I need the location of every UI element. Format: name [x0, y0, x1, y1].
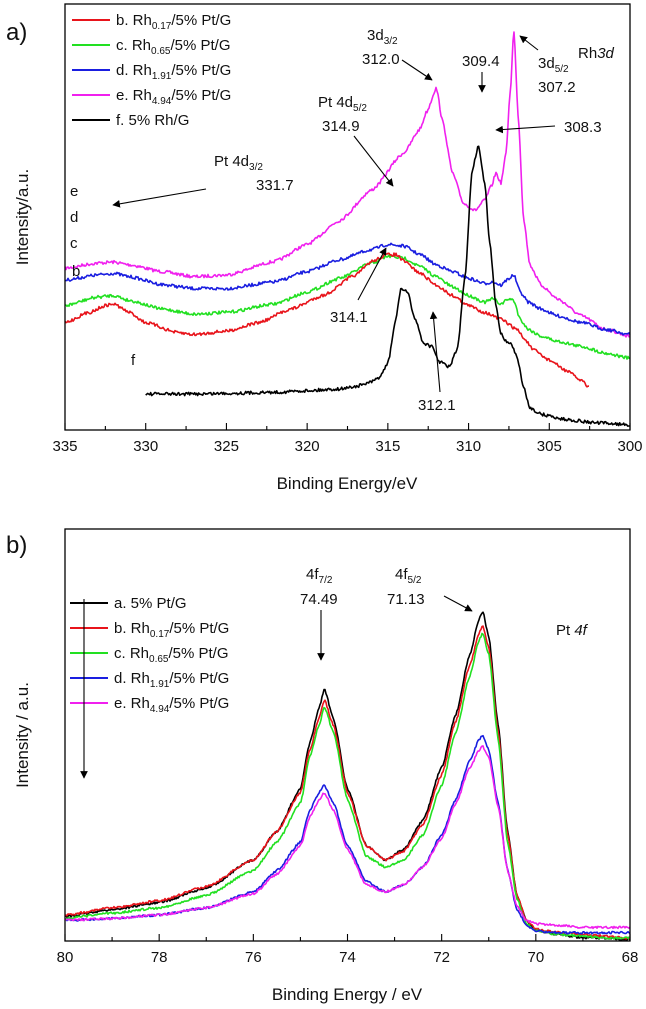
series-line-b: [64, 252, 590, 388]
series-line-c: [65, 254, 630, 360]
svg-text:74.49: 74.49: [300, 591, 338, 608]
panel-a-x-ticks: 335 330 325 320 315 310 305 300: [52, 423, 643, 455]
annotation-3d52-arrow: [519, 35, 539, 51]
series-line-b: [64, 625, 631, 940]
curve-label-f: f: [131, 352, 136, 369]
annotation-314-1: 314.1: [330, 309, 368, 326]
legend-entry-e: e. Rh4.94/5% Pt/G: [116, 87, 231, 107]
panel-b-x-axis-label: Binding Energy / eV: [272, 985, 423, 1004]
panel-a-curves: [64, 31, 631, 427]
legend-entry-b: b. Rh0.17/5% Pt/G: [114, 620, 229, 640]
panel-a-legend: b. Rh0.17/5% Pt/G c. Rh0.65/5% Pt/G d. Rh1…: [72, 12, 231, 129]
curve-label-e: e: [70, 183, 78, 200]
annotation-308-3: 308.3: [564, 119, 602, 136]
x-tick-label: 78: [151, 949, 168, 966]
panel-b-x-ticks: 80 78 76 74 72 70 68: [57, 934, 639, 966]
x-tick-label: 76: [245, 949, 262, 966]
annotation-3d32-arrow: [401, 59, 433, 81]
x-tick-label: 300: [617, 438, 642, 455]
panel-b-pt4f: b) 80 78 76 74 72 70 68 Binding Energy / eV In…: [6, 528, 639, 1004]
panel-b-legend: a. 5% Pt/G b. Rh0.17/5% Pt/G c. Rh0.65/5% …: [70, 595, 229, 715]
panel-a-y-axis-label: Intensity/a.u.: [13, 169, 32, 265]
series-line-f: [145, 145, 630, 427]
annotation-pt4d32-arrow: [112, 188, 207, 208]
svg-text:71.13: 71.13: [387, 591, 425, 608]
svg-text:Pt 4d5/2: Pt 4d5/2: [318, 94, 367, 114]
x-tick-label: 74: [339, 949, 356, 966]
annotation-4f52: 4f5/2 71.13: [387, 566, 425, 608]
legend-entry-d: d. Rh1.91/5% Pt/G: [114, 670, 229, 690]
annotation-312-1: 312.1: [418, 397, 456, 414]
x-tick-label: 70: [527, 949, 544, 966]
svg-text:312.0: 312.0: [362, 51, 400, 68]
annotation-314-1-arrow: [357, 247, 387, 301]
legend-entry-e: e. Rh4.94/5% Pt/G: [114, 695, 229, 715]
x-tick-label: 310: [456, 438, 481, 455]
x-tick-label: 315: [375, 438, 400, 455]
annotation-4f52-arrow: [443, 595, 473, 612]
x-tick-label: 305: [537, 438, 562, 455]
annotation-4f72: 4f7/2 74.49: [300, 566, 338, 608]
svg-text:331.7: 331.7: [256, 177, 294, 194]
annotation-309-4: 309.4: [462, 53, 500, 70]
series-line-e: [64, 745, 631, 930]
panel-b-title: Pt 4f: [556, 622, 589, 639]
legend-entry-a: a. 5% Pt/G: [114, 595, 187, 612]
svg-text:314.9: 314.9: [322, 118, 360, 135]
series-line-e: [64, 31, 631, 338]
svg-text:3d3/2: 3d3/2: [367, 27, 398, 47]
x-tick-label: 325: [214, 438, 239, 455]
annotation-pt4d52-arrow: [353, 135, 394, 187]
x-tick-label: 320: [295, 438, 320, 455]
annotation-pt4d52: Pt 4d5/2 314.9: [318, 94, 367, 135]
legend-entry-f: f. 5% Rh/G: [116, 112, 189, 129]
panel-a-label: a): [6, 19, 27, 46]
panel-b-y-axis-label: Intensity / a.u.: [13, 682, 32, 788]
x-tick-label: 335: [52, 438, 77, 455]
annotation-3d52: 3d5/2 307.2: [538, 55, 576, 96]
panel-b-curves: [64, 611, 631, 941]
svg-text:4f5/2: 4f5/2: [395, 566, 422, 586]
curve-label-b: b: [72, 263, 80, 280]
annotation-3d32: 3d3/2 312.0: [362, 27, 400, 68]
panel-a-title: Rh3d: [578, 45, 615, 62]
annotation-pt4d32: Pt 4d3/2 331.7: [214, 153, 294, 194]
legend-entry-d: d. Rh1.91/5% Pt/G: [116, 62, 231, 82]
svg-text:4f7/2: 4f7/2: [306, 566, 333, 586]
svg-text:307.2: 307.2: [538, 79, 576, 96]
svg-text:Pt 4d3/2: Pt 4d3/2: [214, 153, 263, 173]
panel-a-x-axis-label: Binding Energy/eV: [277, 474, 418, 493]
x-tick-label: 330: [133, 438, 158, 455]
legend-entry-b: b. Rh0.17/5% Pt/G: [116, 12, 231, 32]
annotation-312-1-arrow: [429, 311, 441, 393]
panel-b-frame: [64, 528, 631, 942]
annotation-308-3-arrow: [495, 125, 556, 134]
panel-b-label: b): [6, 532, 27, 559]
legend-entry-c: c. Rh0.65/5% Pt/G: [116, 37, 231, 57]
x-tick-label: 80: [57, 949, 74, 966]
curve-label-d: d: [70, 209, 78, 226]
x-tick-label: 72: [433, 949, 450, 966]
curve-label-c: c: [70, 235, 78, 252]
legend-entry-c: c. Rh0.65/5% Pt/G: [114, 645, 229, 665]
x-tick-label: 68: [622, 949, 639, 966]
panel-a-rh3d: a) 335 330 325 320 315 310 305 300 Binding Ener…: [6, 3, 643, 493]
svg-text:3d5/2: 3d5/2: [538, 55, 569, 75]
series-line-d: [64, 242, 631, 336]
